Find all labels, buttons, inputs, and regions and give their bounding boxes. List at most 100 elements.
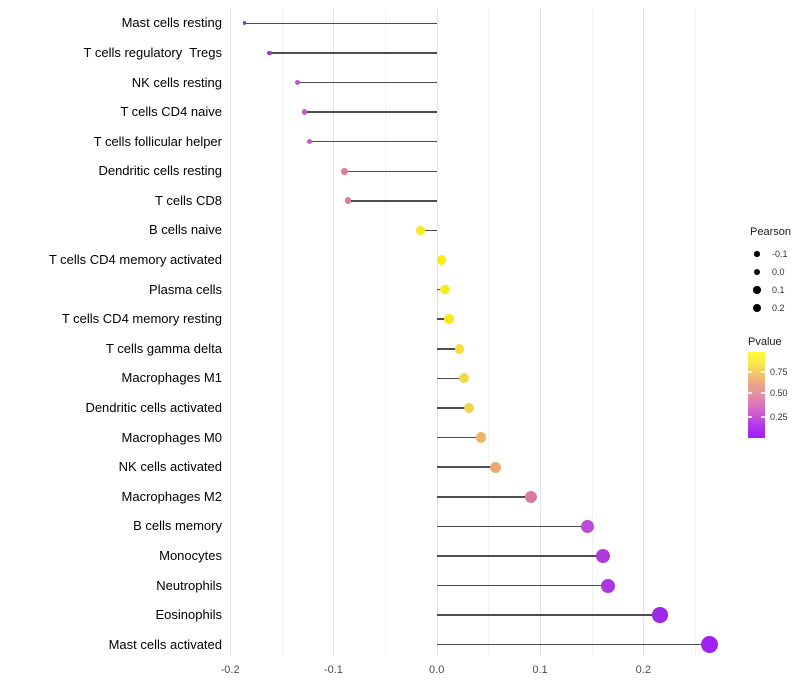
data-point-t-cells-cd8 (344, 197, 352, 205)
category-label: T cells CD4 memory activated (48, 252, 222, 267)
stem-monocytes (436, 555, 603, 557)
stem-neutrophils (436, 584, 609, 587)
size-legend-dot (753, 286, 761, 294)
major-gridline (643, 8, 645, 656)
category-label: T cells gamma delta (105, 340, 222, 356)
minor-gridline (591, 8, 593, 656)
stem-eosinophils (436, 614, 660, 616)
x-tick-label: 0.1 (532, 664, 548, 676)
size-legend-dot (752, 303, 762, 313)
category-label: Macrophages M1 (121, 370, 222, 386)
x-tick-label: -0.2 (220, 664, 240, 676)
category-label: Mast cells resting (121, 15, 222, 31)
category-label: T cells CD8 (155, 192, 222, 208)
data-point-plasma-cells (440, 284, 450, 295)
data-point-dendritic-cells-resting (341, 167, 349, 175)
stem-b-cells-memory (436, 525, 588, 528)
category-label: T cells follicular helper (93, 133, 222, 149)
category-label: NK cells resting (131, 74, 222, 90)
stem-t-cells-gamma-delta (436, 348, 460, 350)
minor-gridline (385, 8, 386, 656)
stem-dendritic-cells-resting (344, 170, 437, 172)
major-gridline (436, 8, 438, 656)
colorbar-tick-mark (761, 416, 765, 418)
category-label: B cells naive (149, 222, 222, 238)
data-point-macrophages-m2 (524, 490, 537, 503)
size-legend-title: Pearson (750, 226, 791, 238)
size-legend-label: -0.1 (772, 248, 788, 259)
colorbar-tick-mark (761, 371, 765, 373)
data-point-monocytes (596, 548, 610, 563)
data-point-macrophages-m1 (458, 373, 469, 384)
category-label: Macrophages M0 (121, 429, 222, 445)
data-point-mast-cells-activated (700, 636, 718, 654)
data-point-b-cells-memory (580, 519, 595, 534)
data-point-t-cells-follicular-helper (306, 138, 313, 145)
data-point-nk-cells-activated (490, 461, 502, 473)
stem-macrophages-m2 (436, 496, 531, 498)
stem-dendritic-cells-activated (436, 407, 469, 409)
stem-t-cells-cd8 (347, 200, 437, 202)
colorbar-tick-label: 0.25 (770, 411, 788, 422)
data-point-neutrophils (601, 578, 616, 593)
category-label: NK cells activated (118, 459, 222, 475)
data-point-dendritic-cells-activated (463, 402, 474, 414)
data-point-mast-cells-resting (242, 21, 247, 26)
stem-mast-cells-activated (436, 643, 710, 646)
major-gridline (333, 8, 335, 656)
colorbar-tick-label: 0.50 (770, 387, 788, 398)
stem-mast-cells-resting (244, 22, 437, 25)
category-label: Plasma cells (149, 281, 222, 297)
data-point-t-cells-cd4-memory-activated (437, 255, 447, 265)
size-legend-label: 0.0 (772, 266, 785, 277)
data-point-nk-cells-resting (294, 79, 300, 86)
minor-gridline (488, 8, 490, 656)
data-point-macrophages-m0 (475, 432, 487, 443)
stem-macrophages-m0 (436, 436, 482, 439)
data-point-t-cells-cd4-naive (301, 109, 308, 115)
data-point-t-cells-cd4-memory-resting (444, 314, 454, 324)
x-tick-label: 0.0 (429, 664, 445, 676)
category-label: T cells CD4 memory resting (61, 311, 222, 327)
size-legend-label: 0.2 (772, 302, 785, 313)
category-label: T cells regulatory Tregs (83, 44, 222, 60)
major-gridline (230, 8, 232, 656)
stem-nk-cells-activated (436, 466, 496, 468)
size-legend-label: 0.1 (772, 284, 785, 295)
category-label: T cells CD4 naive (120, 104, 222, 120)
stem-b-cells-naive (420, 229, 437, 232)
minor-gridline (281, 8, 283, 656)
size-legend-dot (754, 251, 760, 257)
colorbar-tick-mark (748, 416, 752, 418)
colorbar-tick-mark (761, 392, 765, 394)
data-point-b-cells-naive (415, 226, 425, 235)
category-label: Eosinophils (155, 607, 223, 623)
x-tick-label: -0.1 (323, 664, 343, 676)
data-point-t-cells-regulatory-tregs (267, 50, 272, 56)
category-label: Monocytes (159, 547, 222, 563)
category-label: Neutrophils (156, 577, 222, 593)
pvalue-colorbar (748, 352, 765, 438)
chart-panel (226, 8, 733, 656)
stem-macrophages-m1 (436, 377, 464, 380)
category-label: Macrophages M2 (121, 488, 222, 504)
colorbar-tick-mark (748, 392, 752, 394)
stem-t-cells-regulatory-tregs (269, 52, 437, 54)
minor-gridline (694, 8, 696, 656)
category-label: Dendritic cells resting (98, 163, 222, 179)
stem-t-cells-cd4-memory-resting (436, 318, 450, 320)
colorbar-tick-label: 0.75 (770, 366, 788, 377)
category-label: Mast cells activated (108, 636, 222, 652)
size-legend-dot (753, 268, 761, 276)
stem-t-cells-follicular-helper (309, 140, 437, 143)
data-point-t-cells-gamma-delta (454, 343, 465, 354)
colorbar-tick-mark (748, 371, 752, 373)
stem-nk-cells-resting (297, 81, 437, 84)
stem-t-cells-cd4-naive (304, 111, 437, 113)
data-point-eosinophils (652, 607, 668, 623)
x-tick-label: 0.2 (635, 664, 651, 676)
category-label: B cells memory (133, 518, 222, 534)
color-legend-title: Pvalue (748, 336, 782, 348)
major-gridline (540, 8, 541, 656)
